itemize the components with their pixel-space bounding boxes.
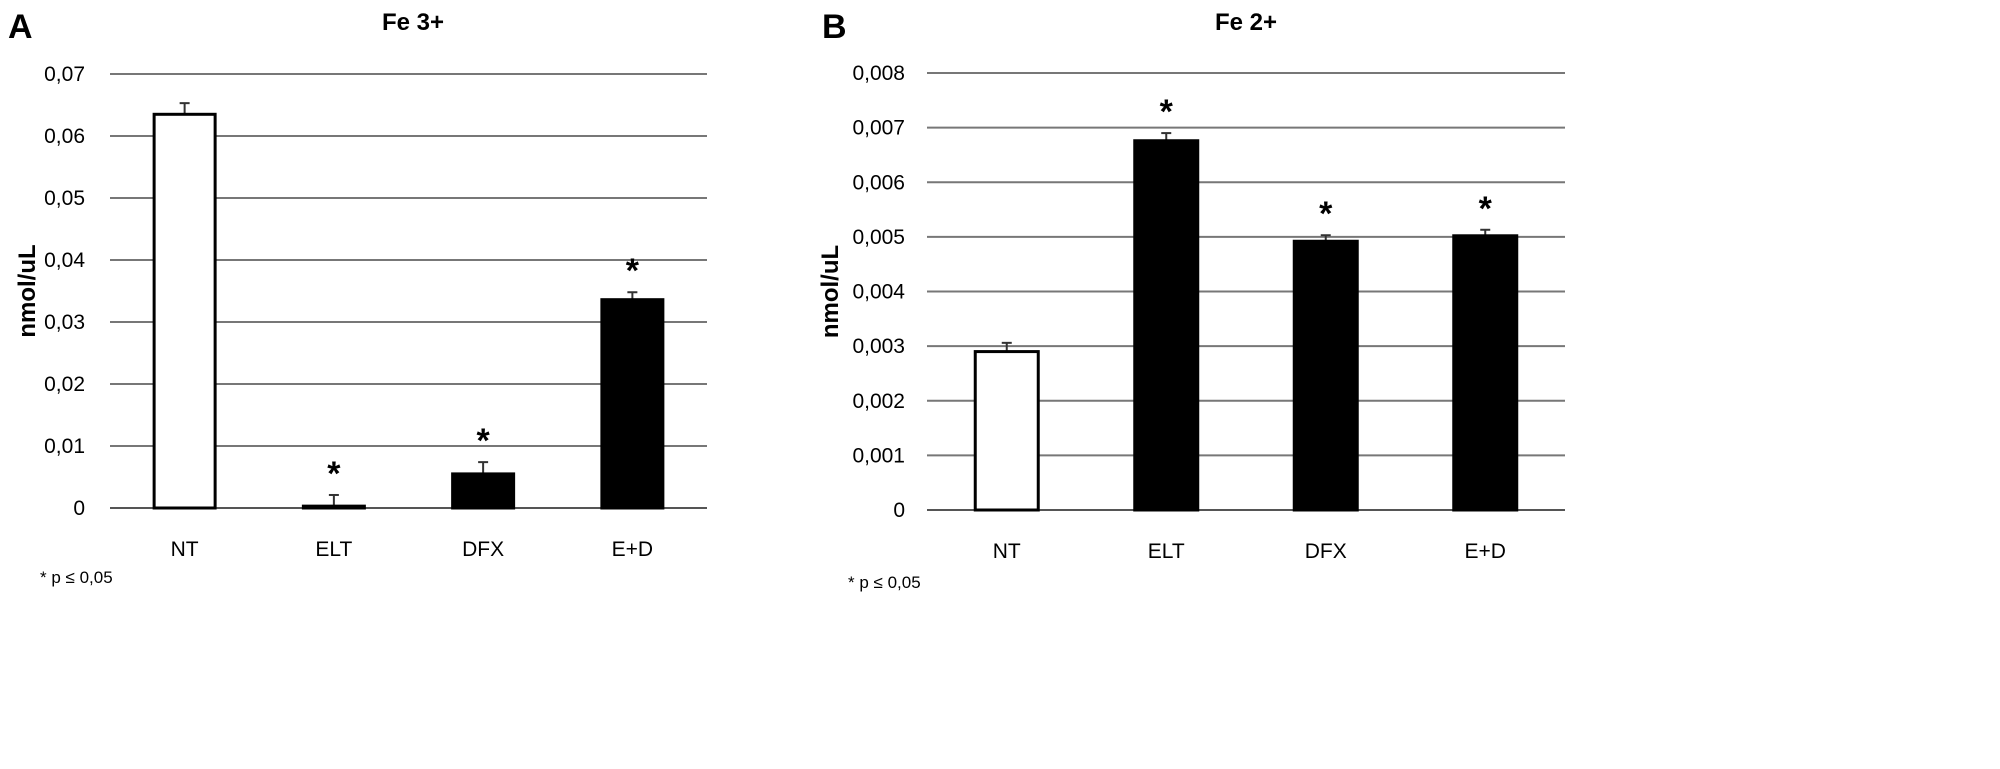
y-axis-label: nmol/uL (14, 244, 41, 337)
y-tick-label: 0,008 (852, 62, 905, 85)
x-tick-label: ELT (315, 538, 352, 561)
bar-elt (1133, 139, 1200, 512)
y-tick-label: 0,07 (44, 63, 85, 86)
x-tick-label: DFX (1305, 540, 1347, 563)
x-tick-label: ELT (1148, 540, 1185, 563)
bar-nt (973, 350, 1040, 512)
y-tick-label: 0,003 (852, 335, 905, 358)
y-tick-label: 0,03 (44, 311, 85, 334)
y-tick-label: 0 (893, 499, 905, 522)
panel-label: B (822, 8, 847, 46)
significance-marker: * (1160, 93, 1174, 131)
y-tick-label: 0,05 (44, 187, 85, 210)
chart-title: Fe 2+ (1215, 9, 1277, 36)
significance-marker: * (1479, 190, 1493, 228)
bar-elt (301, 504, 366, 510)
y-tick-label: 0,01 (44, 435, 85, 458)
y-tick-label: 0,006 (852, 171, 905, 194)
x-tick-label: NT (171, 538, 199, 561)
y-tick-label: 0 (73, 497, 85, 520)
bar-e-d (1452, 234, 1519, 512)
significance-marker: * (477, 422, 491, 460)
y-tick-label: 0,005 (852, 226, 905, 249)
bar-dfx (451, 472, 516, 510)
y-tick-label: 0,007 (852, 117, 905, 140)
bar-dfx (1292, 239, 1359, 512)
x-tick-label: NT (993, 540, 1021, 563)
y-tick-label: 0,002 (852, 390, 905, 413)
x-tick-label: E+D (612, 538, 653, 561)
chart-title: Fe 3+ (382, 9, 444, 36)
y-tick-label: 0,06 (44, 125, 85, 148)
y-axis-label: nmol/uL (817, 245, 844, 338)
bar-nt (152, 112, 217, 510)
y-tick-label: 0,001 (852, 444, 905, 467)
footnote: * p ≤ 0,05 (848, 573, 921, 592)
significance-marker: * (626, 252, 640, 290)
y-tick-label: 0,04 (44, 249, 85, 272)
significance-marker: * (1319, 195, 1333, 233)
bar-e-d (600, 298, 665, 510)
y-tick-label: 0,02 (44, 373, 85, 396)
panel-label: A (8, 8, 33, 46)
x-tick-label: DFX (462, 538, 504, 561)
y-tick-label: 0,004 (852, 281, 905, 304)
footnote: * p ≤ 0,05 (40, 568, 113, 587)
x-tick-label: E+D (1465, 540, 1506, 563)
significance-marker: * (327, 455, 341, 493)
